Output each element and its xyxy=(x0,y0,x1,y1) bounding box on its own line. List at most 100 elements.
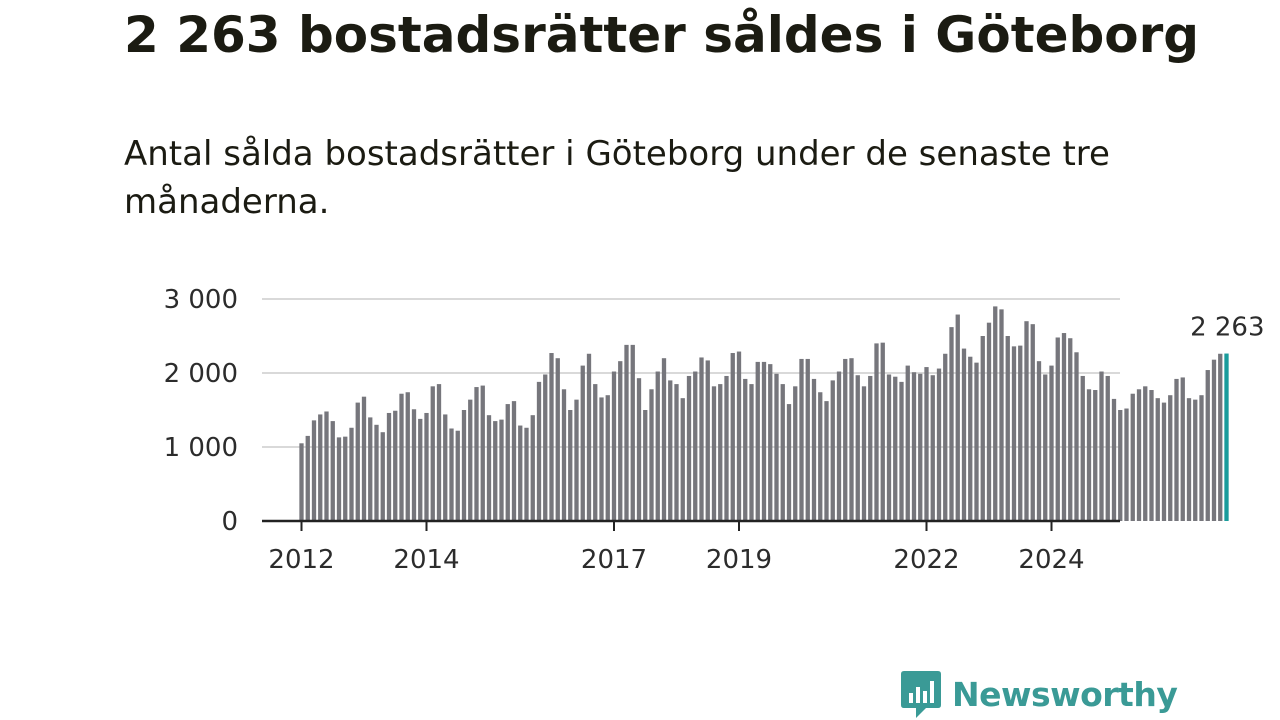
bar xyxy=(493,421,498,521)
bar xyxy=(711,386,717,521)
bar xyxy=(1124,408,1129,521)
bar xyxy=(674,384,679,521)
bar xyxy=(1068,338,1073,521)
bar xyxy=(430,386,435,521)
bar xyxy=(386,412,392,521)
bar xyxy=(1093,390,1098,521)
bar xyxy=(318,414,323,521)
bar xyxy=(486,415,492,521)
bar xyxy=(780,384,785,521)
bar xyxy=(624,344,629,521)
bar xyxy=(574,399,579,521)
y-tick-label: 3 000 xyxy=(164,285,238,315)
bar xyxy=(799,358,804,521)
bar xyxy=(699,357,704,521)
y-axis-labels: 0 1 000 2 000 3 000 xyxy=(164,285,238,537)
bar xyxy=(993,306,998,521)
x-tick-label: 2017 xyxy=(581,545,647,575)
bar xyxy=(1130,393,1135,521)
bar xyxy=(530,415,535,521)
bar xyxy=(1018,345,1023,521)
bar xyxy=(1005,336,1010,521)
bar xyxy=(1055,337,1060,521)
bar xyxy=(374,424,379,521)
bar xyxy=(899,381,904,521)
bar xyxy=(668,380,673,521)
bar xyxy=(805,358,810,521)
bar xyxy=(1136,389,1142,521)
bar xyxy=(693,371,698,521)
bar xyxy=(1174,378,1179,521)
x-tick-label: 2012 xyxy=(268,545,334,575)
bar xyxy=(974,362,979,521)
bar xyxy=(943,353,948,521)
bar xyxy=(355,402,360,521)
bar xyxy=(855,375,860,521)
bar xyxy=(368,417,373,521)
bar xyxy=(999,309,1004,521)
bar xyxy=(661,358,667,521)
y-tick-label: 1 000 xyxy=(164,433,238,463)
bar xyxy=(330,421,335,521)
x-tick-label: 2019 xyxy=(706,545,772,575)
bar xyxy=(849,358,854,521)
bar xyxy=(730,353,735,521)
bar xyxy=(618,361,623,521)
bar xyxy=(824,401,829,521)
bar xyxy=(1011,346,1017,521)
x-tick-label: 2014 xyxy=(393,545,459,575)
bar xyxy=(918,373,923,521)
bar-chart: 0 1 000 2 000 3 000 2012 2014 2017 2019 2022 202… xyxy=(164,285,1265,575)
bar xyxy=(949,327,954,521)
bar xyxy=(705,360,710,521)
bar xyxy=(1099,371,1104,521)
bar xyxy=(718,384,723,521)
x-axis xyxy=(262,519,1120,531)
bar xyxy=(1036,361,1042,521)
y-tick-label: 2 000 xyxy=(164,359,238,389)
bar xyxy=(499,419,504,521)
bar xyxy=(1199,395,1204,521)
bar xyxy=(399,393,404,521)
newsworthy-logo: Newsworthy xyxy=(900,668,1178,720)
bar xyxy=(911,372,917,521)
bar xyxy=(768,364,773,521)
x-tick-label: 2024 xyxy=(1018,545,1084,575)
bar xyxy=(343,436,348,521)
bar xyxy=(680,398,685,521)
bar xyxy=(968,356,973,521)
bar xyxy=(786,404,792,521)
bar xyxy=(655,371,660,521)
bar xyxy=(1149,390,1154,521)
bar xyxy=(305,435,310,521)
y-tick-label: 0 xyxy=(221,507,238,537)
bar-highlight xyxy=(1224,353,1229,521)
bar xyxy=(1180,377,1185,521)
bar xyxy=(868,375,873,521)
bar xyxy=(393,410,398,521)
bar xyxy=(893,376,898,521)
bar xyxy=(930,375,935,521)
bar xyxy=(361,396,367,521)
bar xyxy=(405,392,410,521)
bars xyxy=(299,306,1229,521)
bar xyxy=(880,342,885,521)
bar xyxy=(561,389,567,521)
bar xyxy=(1061,333,1067,521)
bar xyxy=(811,378,817,521)
bar xyxy=(524,427,529,521)
bar xyxy=(1161,402,1167,521)
bar xyxy=(455,430,460,521)
bar xyxy=(1205,370,1210,521)
bar xyxy=(436,384,442,521)
bar xyxy=(449,428,454,521)
bar xyxy=(905,365,910,521)
bar xyxy=(818,392,823,521)
bar xyxy=(886,374,892,521)
last-value-annotation: 2 263 xyxy=(1190,313,1264,343)
bar xyxy=(924,367,929,521)
bar xyxy=(505,404,510,521)
newsworthy-logo-icon xyxy=(901,671,941,718)
bar xyxy=(443,414,448,521)
bar xyxy=(555,358,560,521)
